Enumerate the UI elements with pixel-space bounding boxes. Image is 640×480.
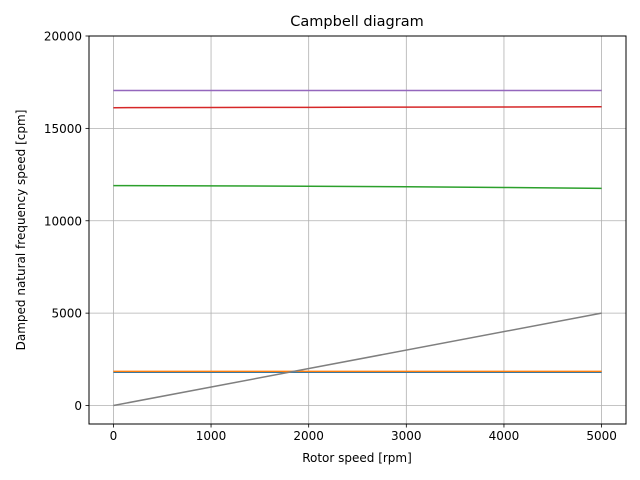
x-tick-label: 2000 [293,429,324,443]
x-tick-label: 1000 [196,429,227,443]
series-line-4 [113,106,602,109]
x-tick-label: 3000 [391,429,422,443]
y-tick-label: 5000 [51,307,82,321]
axis-ticks: 0 1000 2000 3000 4000 5000 0 5000 10000 15000 2000… [44,30,617,444]
x-axis-label: Rotor speed [rpm] [302,451,412,465]
series-line-6 [113,312,602,407]
series-lines [113,89,602,407]
y-tick-label: 0 [74,399,82,413]
series-line-3 [113,184,602,190]
y-tick-label: 20000 [44,30,82,44]
plot-frame [88,35,627,425]
x-tick-label: 5000 [586,429,617,443]
y-axis-label: Damped natural frequency speed [cpm] [14,110,28,351]
y-tick-label: 15000 [44,122,82,136]
chart-title: Campbell diagram [290,14,423,30]
x-tick-label: 4000 [489,429,520,443]
y-tick-label: 10000 [44,214,82,228]
x-tick-label: 0 [110,429,118,443]
